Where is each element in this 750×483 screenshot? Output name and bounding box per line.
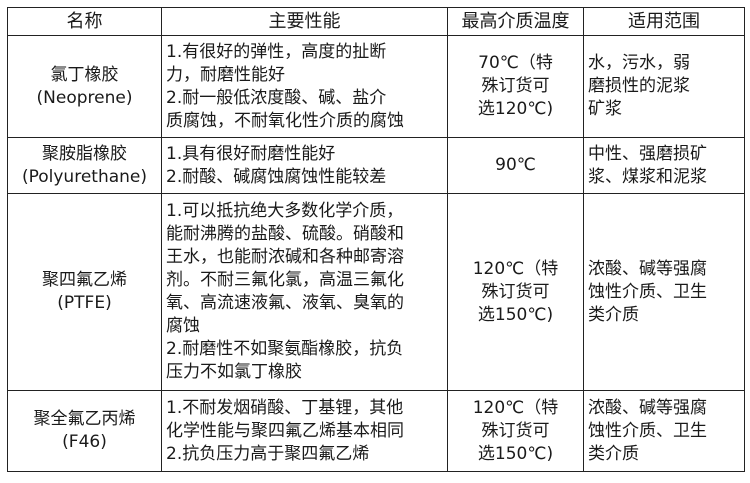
header-name: 名称 xyxy=(7,7,162,36)
table-row: 聚胺脂橡胶 (Polyurethane) 1.具有很好耐磨性能好 2.耐酸、碱腐… xyxy=(7,137,745,194)
cell-name: 聚全氟乙丙烯 (F46) xyxy=(7,390,162,472)
cell-name: 聚四氟乙烯 (PTFE) xyxy=(7,193,162,391)
cell-max-temp: 70℃（特 殊订货可 选120℃) xyxy=(447,35,584,138)
cell-performance: 1.有很好的弹性，高度的扯断 力，耐磨性能好 2.耐一般低浓度酸、碱、盐介 质腐… xyxy=(161,35,448,138)
table-row: 聚全氟乙丙烯 (F46) 1.不耐发烟硝酸、丁基锂，其他 化学性能与聚四氟乙烯基… xyxy=(7,390,745,472)
cell-performance: 1.可以抵抗绝大多数化学介质， 能耐沸腾的盐酸、硫酸。硝酸和 王水，也能耐浓碱和… xyxy=(161,193,448,391)
cell-performance: 1.具有很好耐磨性能好 2.耐酸、碱腐蚀腐蚀性能较差 xyxy=(161,137,448,194)
header-row: 名称 主要性能 最高介质温度 适用范围 xyxy=(7,7,745,36)
cell-application: 浓酸、碱等强腐 蚀性介质、卫生 类介质 xyxy=(583,390,745,472)
header-max-temp: 最高介质温度 xyxy=(447,7,584,36)
cell-max-temp: 90℃ xyxy=(447,137,584,194)
cell-name: 氯丁橡胶 (Neoprene) xyxy=(7,35,162,138)
cell-application: 水，污水，弱 磨损性的泥浆 矿浆 xyxy=(583,35,745,138)
cell-performance: 1.不耐发烟硝酸、丁基锂，其他 化学性能与聚四氟乙烯基本相同 2.抗负压力高于聚… xyxy=(161,390,448,472)
header-performance: 主要性能 xyxy=(161,7,448,36)
table-row: 氯丁橡胶 (Neoprene) 1.有很好的弹性，高度的扯断 力，耐磨性能好 2… xyxy=(7,35,745,138)
cell-max-temp: 120℃（特 殊订货可 选150℃) xyxy=(447,193,584,391)
cell-application: 中性、强磨损矿 浆、煤浆和泥浆 xyxy=(583,137,745,194)
cell-max-temp: 120℃（特 殊订货可 选150℃) xyxy=(447,390,584,472)
table-row: 聚四氟乙烯 (PTFE) 1.可以抵抗绝大多数化学介质， 能耐沸腾的盐酸、硫酸。… xyxy=(7,193,745,391)
cell-name: 聚胺脂橡胶 (Polyurethane) xyxy=(7,137,162,194)
cell-application: 浓酸、碱等强腐 蚀性介质、卫生 类介质 xyxy=(583,193,745,391)
header-application: 适用范围 xyxy=(583,7,745,36)
lining-material-table: 名称 主要性能 最高介质温度 适用范围 氯丁橡胶 (Neoprene) 1.有很… xyxy=(7,7,745,472)
